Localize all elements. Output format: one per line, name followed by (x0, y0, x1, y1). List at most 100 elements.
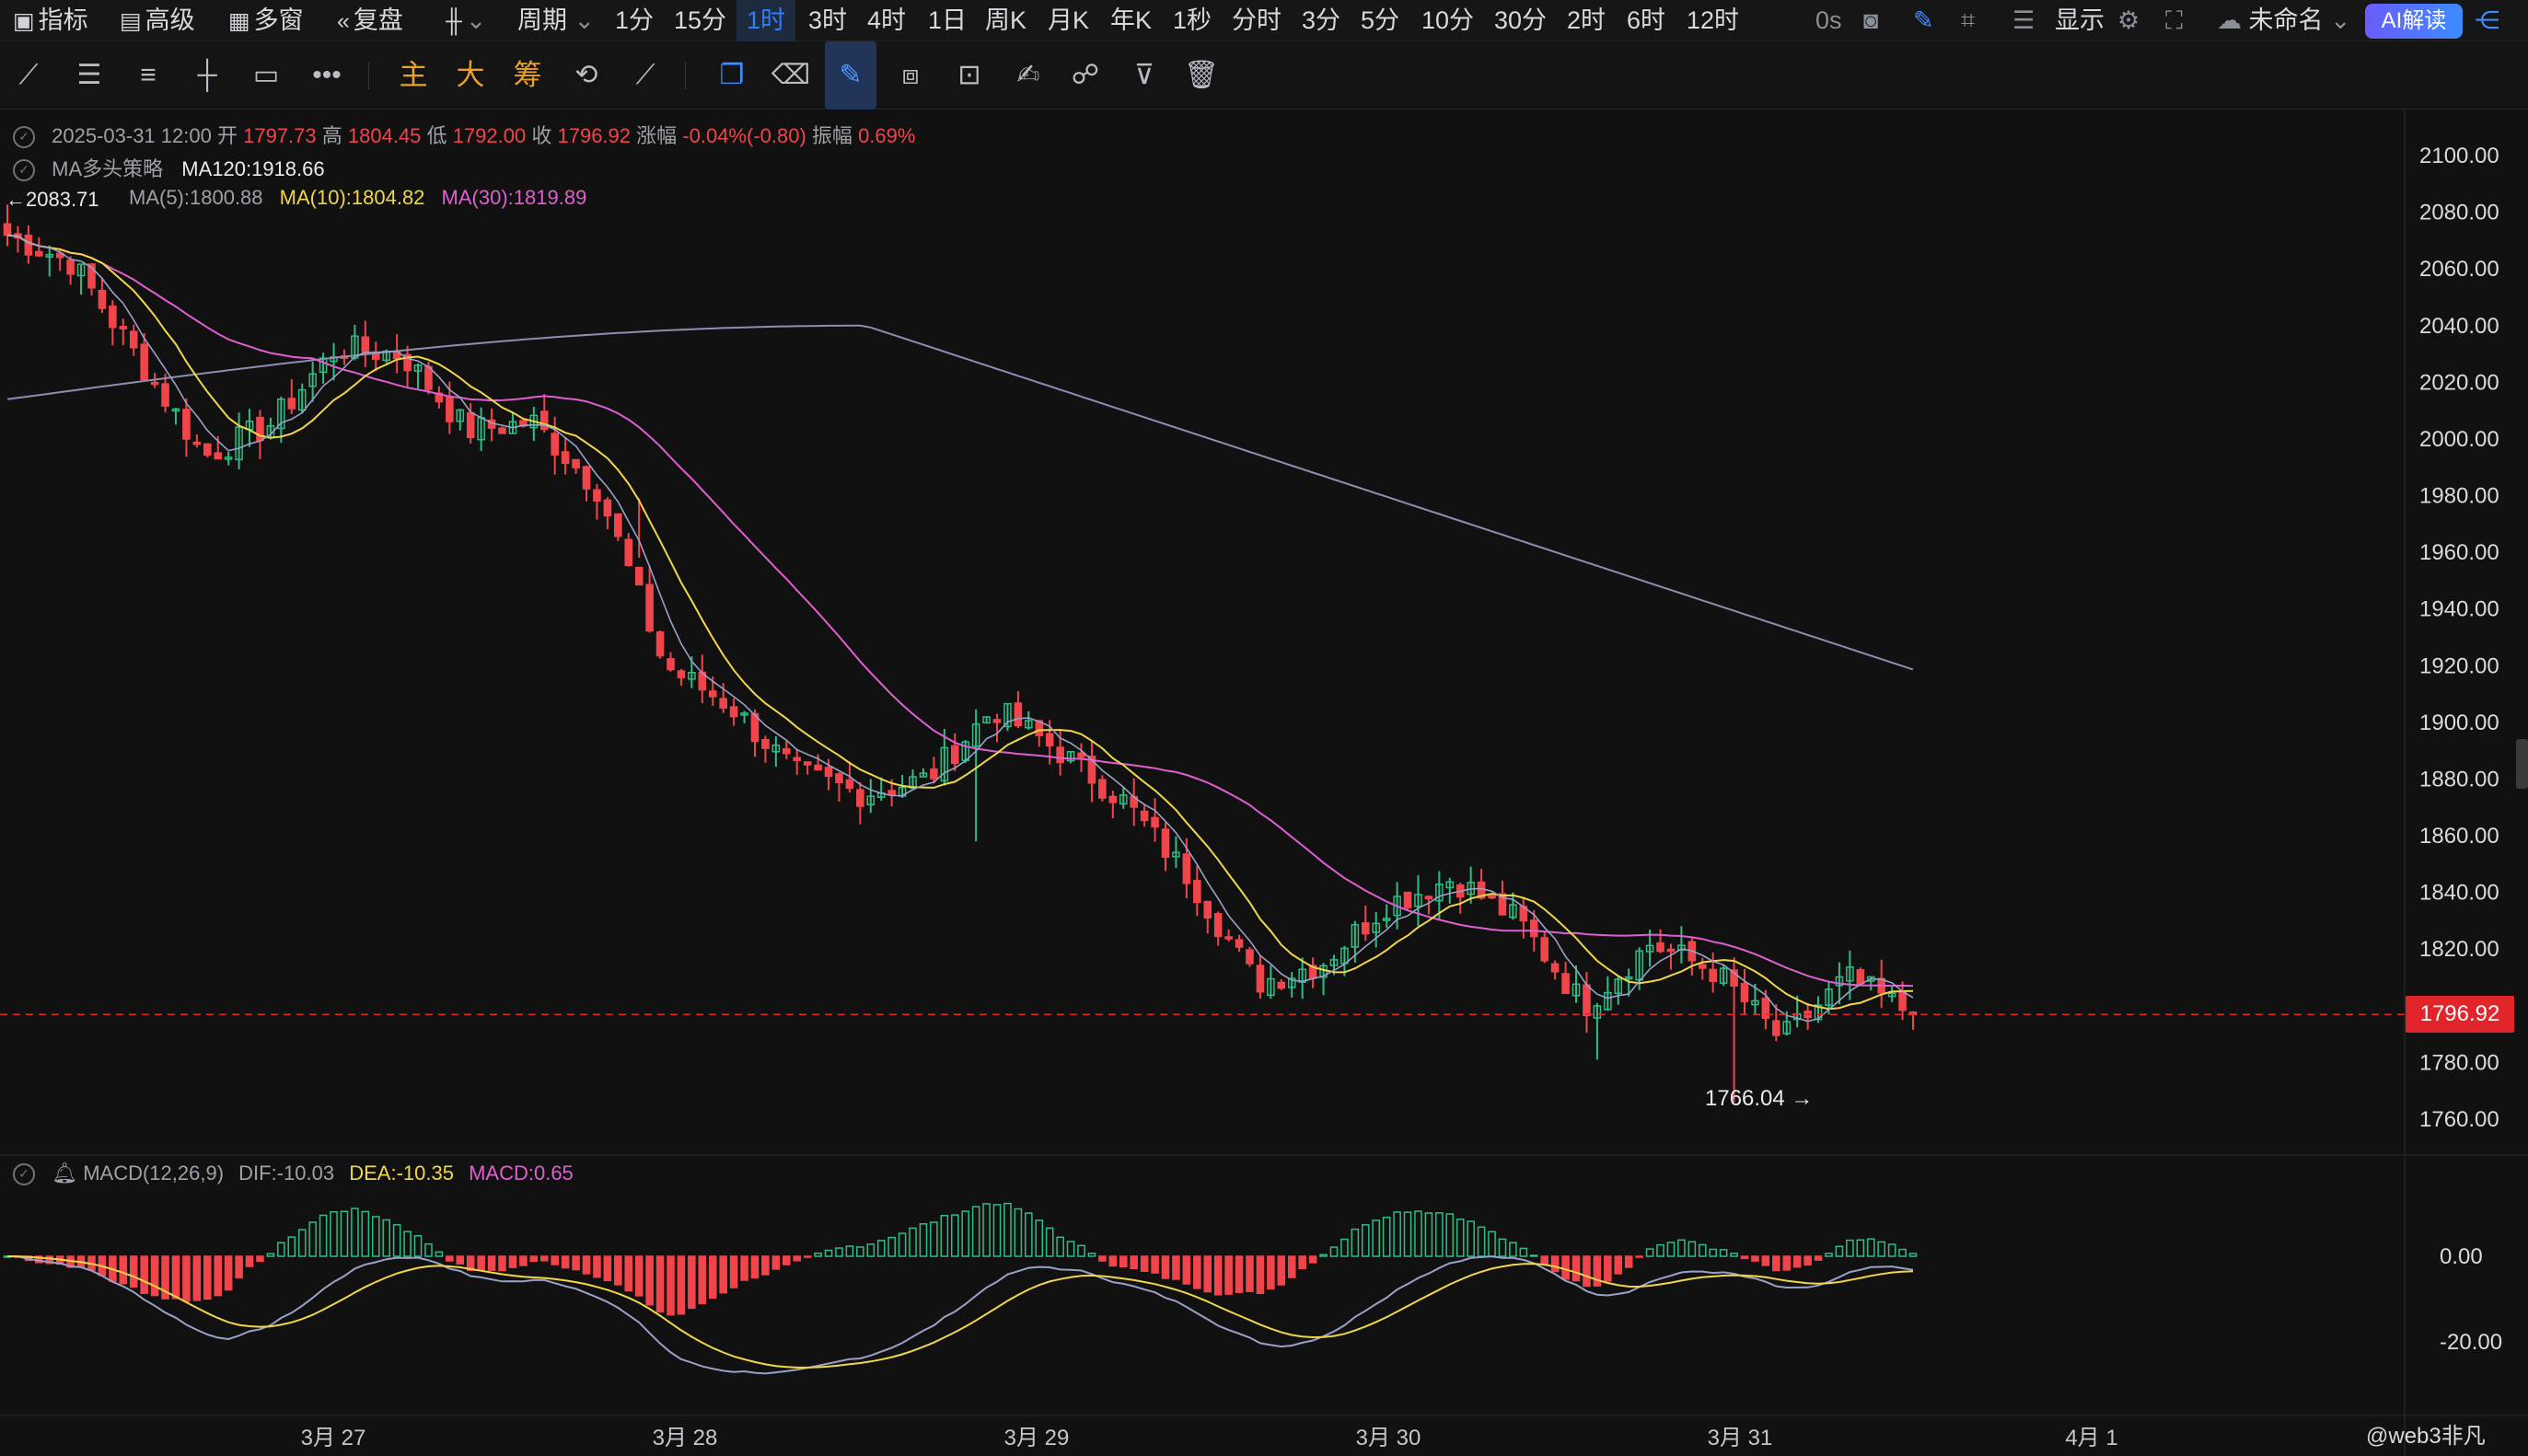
macd-histogram-bar (551, 1255, 559, 1265)
macd-histogram-bar (1267, 1255, 1275, 1290)
visibility-toggle-icon[interactable]: ✓ (13, 126, 35, 149)
candle-body (1772, 1020, 1780, 1036)
period-timeshare[interactable]: 分时 (1232, 6, 1281, 34)
channel-icon[interactable]: ≡ (140, 60, 157, 90)
candle-body (1203, 900, 1212, 919)
measure-icon[interactable]: ⟋ (635, 60, 655, 90)
big-order-button[interactable]: 大 (456, 59, 485, 91)
candle-body (1108, 795, 1118, 803)
period-5m[interactable]: 5分 (1361, 6, 1400, 34)
period-6h[interactable]: 6时 (1627, 6, 1666, 34)
period-30m[interactable]: 30分 (1494, 6, 1548, 34)
chevron-down-icon: ⌄ (567, 6, 596, 34)
macd-histogram-bar (793, 1255, 802, 1262)
period-1s[interactable]: 1秒 (1173, 6, 1212, 34)
indicators-button[interactable]: ▣ 指标 (13, 0, 88, 41)
ma120-value: MA120:1918.66 (181, 157, 325, 180)
date-tick-label: 3月 27 (301, 1426, 366, 1450)
sync-icon[interactable]: ⟲ (574, 60, 598, 90)
macd-histogram-bar (1509, 1242, 1517, 1257)
candle-body (1614, 978, 1623, 995)
parallel-lines-icon[interactable]: ☰ (76, 60, 102, 90)
settings-gear-icon[interactable]: ⚙ (2117, 6, 2140, 34)
layout-save-dropdown[interactable]: ☁ 未命名 ⌄ (2217, 0, 2351, 41)
period-1M[interactable]: 月K (1048, 6, 1090, 34)
period-dropdown[interactable]: 周期 ⌄ (517, 0, 595, 41)
macd-histogram-bar (624, 1255, 633, 1292)
price-tick-label: 1760.00 (2419, 1107, 2499, 1132)
macd-histogram-bar (1730, 1253, 1738, 1257)
period-1d[interactable]: 1日 (928, 6, 968, 34)
copy-icon[interactable]: ❐ (719, 60, 745, 90)
rectangle-icon[interactable]: ▭ (252, 60, 280, 90)
macd-dif-line (6, 1255, 1914, 1375)
period-1h[interactable]: 1时 (736, 0, 795, 41)
candle-body (1224, 936, 1233, 940)
period-4h[interactable]: 4时 (867, 6, 907, 34)
candle-body (498, 427, 506, 434)
lock-icon[interactable]: ⊡ (957, 60, 981, 90)
candle-body (655, 631, 665, 657)
macd-histogram-bar (1119, 1255, 1128, 1268)
period-1y[interactable]: 年K (1110, 6, 1153, 34)
macd-histogram-bar (1467, 1220, 1475, 1257)
macd-histogram-bar (1077, 1244, 1085, 1257)
price-tick-label: 1780.00 (2419, 1050, 2499, 1075)
candle-body (87, 263, 96, 289)
list-icon[interactable]: ☰ (2012, 6, 2035, 34)
visibility-toggle-icon[interactable]: ✓ (13, 1163, 35, 1186)
macd-histogram-bar (1224, 1255, 1233, 1295)
trendline-icon[interactable]: ⟋ (18, 60, 39, 90)
share-icon[interactable]: ⋲ (2475, 6, 2499, 34)
filter-icon[interactable]: ⊽ (1134, 60, 1154, 90)
macd-histogram-bar (1382, 1216, 1391, 1257)
period-3h[interactable]: 3时 (808, 6, 848, 34)
chip-distribution-button[interactable]: 筹 (513, 59, 542, 91)
more-tools-icon[interactable]: ••• (312, 60, 342, 90)
advanced-button[interactable]: ▤ 高级 (120, 0, 195, 41)
period-3m[interactable]: 3分 (1302, 6, 1341, 34)
select-area-icon[interactable]: ⌗ (1961, 6, 1976, 34)
period-2h[interactable]: 2时 (1567, 6, 1606, 34)
brush-icon[interactable]: ✎ (825, 41, 876, 110)
multi-window-button[interactable]: ▦ 多窗 (228, 0, 304, 41)
macd-histogram-bar (1719, 1249, 1728, 1257)
ai-interpret-button[interactable]: AI解读 (2365, 4, 2463, 39)
period-12h[interactable]: 12时 (1687, 6, 1740, 34)
period-1w[interactable]: 周K (985, 6, 1027, 34)
camera-icon[interactable]: ◙ (1863, 6, 1879, 34)
macd-histogram-bar (1235, 1255, 1244, 1293)
date-tick-label: 3月 31 (1708, 1426, 1773, 1450)
display-button[interactable]: 显示 (2055, 6, 2105, 34)
macd-histogram-bar (708, 1255, 717, 1300)
period-10m[interactable]: 10分 (1421, 6, 1475, 34)
candle-body (140, 343, 148, 381)
eraser-icon[interactable]: ⌫ (771, 60, 811, 90)
candle-body (677, 670, 686, 678)
chart-type-button[interactable]: ╫ ⌄ (446, 0, 486, 41)
dea-value: DEA:-10.35 (349, 1161, 454, 1184)
macd-histogram-bar (992, 1204, 1002, 1257)
pencil-icon[interactable]: ✎ (1913, 6, 1934, 34)
replay-button[interactable]: «复盘 (337, 0, 403, 41)
main-indicator-button[interactable]: 主 (399, 59, 428, 91)
price-axis-scroll-handle[interactable] (2516, 739, 2528, 789)
edit-note-icon[interactable]: ✍ (1016, 60, 1040, 90)
alert-bell-icon[interactable]: 🔔︎ (52, 1161, 78, 1184)
macd-histogram-bar (1130, 1255, 1138, 1270)
fullscreen-icon[interactable]: ⛶ (2165, 6, 2183, 34)
period-15m[interactable]: 15分 (674, 6, 727, 34)
low-label: 低 (426, 124, 447, 147)
magnet-icon[interactable]: ☍ (1071, 60, 1100, 90)
strategy-name[interactable]: MA多头策略 (52, 157, 164, 180)
trash-icon[interactable]: 🗑 (1183, 60, 1220, 90)
offscreen-high-marker: ←2083.71 (6, 188, 99, 211)
period-1m[interactable]: 1分 (615, 6, 655, 34)
ruler-icon[interactable]: ⧈ (901, 60, 920, 90)
horizontal-line-icon[interactable]: ┼ (197, 60, 217, 90)
macd-histogram-bar (688, 1255, 696, 1310)
visibility-toggle-icon[interactable]: ✓ (13, 159, 35, 182)
macd-histogram-bar (1025, 1212, 1033, 1257)
candle-body (719, 698, 727, 709)
